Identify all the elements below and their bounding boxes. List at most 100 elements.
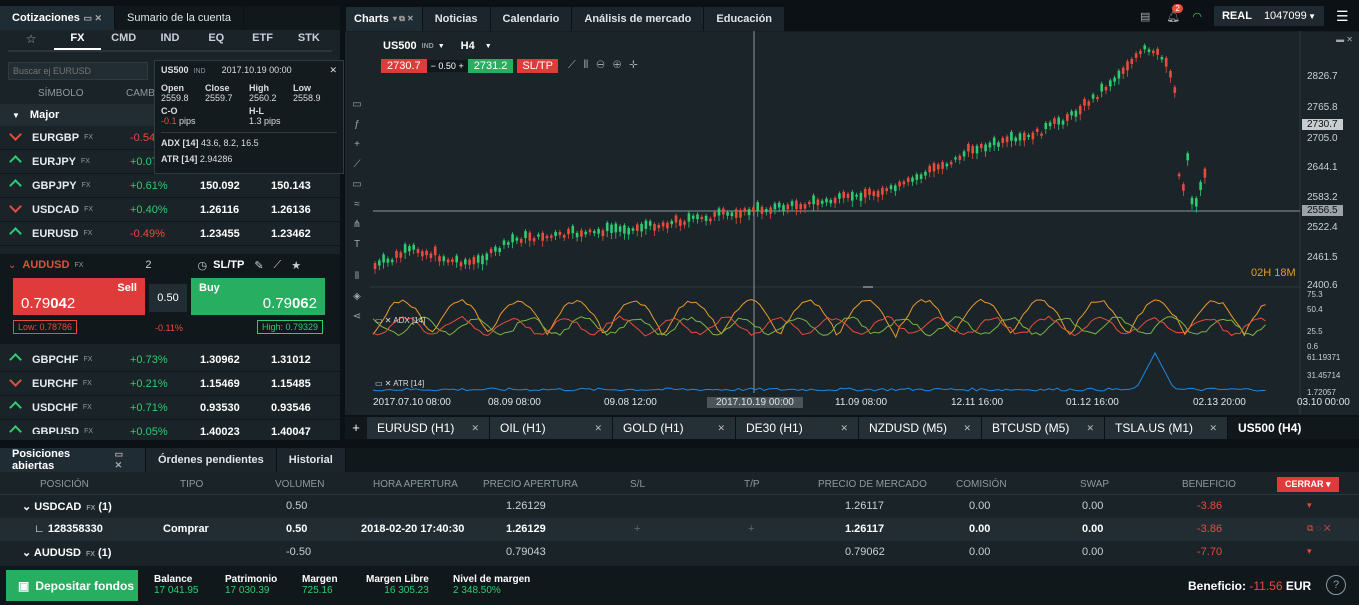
tab-open-positions[interactable]: Posiciones abiertas ▭ ✕ — [0, 448, 146, 472]
position-group-row[interactable]: ⌄ AUDUSD FX (1) -0.50 0.79043 0.79062 0.0… — [22, 546, 1312, 559]
tab-stk[interactable]: STK — [297, 32, 320, 44]
chart-tab[interactable]: TSLA.US (M1) ✕ — [1105, 417, 1228, 439]
menu-icon[interactable]: ☰ — [1335, 7, 1349, 24]
chart-tab[interactable]: US500 (H4) — [1228, 417, 1351, 439]
col-header[interactable]: S/L — [630, 479, 646, 490]
crosshair-icon[interactable]: + — [354, 139, 360, 150]
position-group-row[interactable]: ⌄ USDCAD FX (1) 0.50 1.26129 1.26117 0.00… — [22, 500, 1312, 513]
candle — [734, 209, 738, 218]
close-icon[interactable]: ✕ — [963, 422, 971, 433]
tab-charts[interactable]: Charts ▾ ⧉ ✕ — [346, 7, 423, 31]
lot-input[interactable]: − 0.50 + — [426, 59, 468, 72]
chart-sltp-button[interactable]: SL/TP — [517, 58, 558, 73]
close-icon[interactable]: ✕ — [717, 422, 725, 433]
close-icon[interactable]: ✕ — [329, 65, 337, 75]
chart-tab[interactable]: GOLD (H1) ✕ — [613, 417, 736, 439]
candle — [1126, 61, 1129, 71]
tab-ind[interactable]: IND — [160, 32, 180, 44]
chevron-down-icon[interactable]: ▾ — [1307, 546, 1312, 556]
chart-tab[interactable]: EURUSD (H1) ✕ — [367, 417, 490, 439]
close-all-button[interactable]: CERRAR ▾ — [1277, 477, 1339, 492]
chart-tab[interactable]: OIL (H1) ✕ — [490, 417, 613, 439]
chart-tab[interactable]: DE30 (H1) ✕ — [736, 417, 859, 439]
quote-row[interactable]: EURUSD FX -0.49% 1.23455 1.23462 — [0, 222, 340, 246]
ticket-symbol[interactable]: AUDUSD — [22, 259, 70, 271]
quote-row[interactable]: EURCHF FX +0.21% 1.15469 1.15485 — [0, 372, 340, 396]
close-icon[interactable]: ✕ — [840, 422, 848, 433]
star-icon[interactable]: ★ — [291, 259, 302, 272]
bell-icon[interactable]: 🔔︎ 2 — [1166, 3, 1183, 23]
sell-price: 0.79042 — [21, 295, 76, 312]
col-header[interactable]: T/P — [744, 479, 760, 490]
chart-area[interactable]: ▭ ƒ + ⟋ ▭ ≈ ⋔ T ⫴ ◈ ⋖ US500 IND ▼ H4 ▼ 2730.7 − 0.50 … — [345, 31, 1359, 415]
tab-eq[interactable]: EQ — [208, 32, 225, 44]
pitchfork-icon[interactable]: ⋔ — [352, 219, 362, 230]
price-chart[interactable] — [345, 31, 1359, 415]
function-icon[interactable]: ƒ — [354, 119, 360, 130]
search-input[interactable] — [8, 62, 148, 80]
clock-icon[interactable]: ◷ — [197, 259, 208, 272]
tab-pending-orders[interactable]: Órdenes pendientes — [146, 448, 277, 472]
col-header[interactable]: VOLUMEN — [275, 479, 325, 490]
add-chart-button[interactable]: + — [352, 420, 360, 435]
ticket-sltp[interactable]: SL/TP — [213, 259, 245, 271]
tab-history[interactable]: Historial — [276, 448, 346, 472]
share-icon[interactable]: ⋖ — [352, 311, 362, 322]
close-icon[interactable]: ✕ — [471, 422, 479, 433]
close-icon[interactable]: ⧉ ◌ ✕ — [1307, 523, 1331, 533]
close-icon[interactable]: ✕ — [1209, 422, 1217, 433]
help-icon[interactable]: ? — [1326, 575, 1346, 595]
rect-tool-icon[interactable]: ▭ — [352, 179, 362, 190]
col-header[interactable]: BENEFICIO — [1182, 479, 1236, 490]
fib-tool-icon[interactable]: ≈ — [354, 199, 360, 210]
quote-row[interactable]: USDCAD FX +0.40% 1.26116 1.26136 — [0, 198, 340, 222]
layers-icon[interactable]: ◈ — [353, 291, 361, 302]
tab-etf[interactable]: ETF — [252, 32, 273, 44]
window-icons[interactable]: ▬ ✕ — [1336, 35, 1353, 44]
tab-quotes[interactable]: Cotizaciones ▭ ✕ — [0, 6, 115, 30]
edit-icon[interactable]: ✎ — [254, 259, 264, 272]
quote-row[interactable]: GBPCHF FX +0.73% 1.30962 1.31012 — [0, 348, 340, 372]
text-tool-icon[interactable]: T — [353, 239, 361, 250]
col-header[interactable]: SWAP — [1080, 479, 1110, 490]
chart-tool-icons[interactable]: ⟋⫴⊖⊕✛ — [567, 59, 646, 71]
quote-row[interactable]: USDCHF FX +0.71% 0.93530 0.93546 — [0, 396, 340, 420]
col-header[interactable]: COMISIÓN — [956, 479, 1007, 490]
deposit-button[interactable]: ▣ Depositar fondos — [6, 570, 138, 601]
line-tool-icon[interactable]: ⟋ — [353, 159, 361, 170]
tab-news[interactable]: Noticias — [422, 7, 491, 31]
tab-favorites[interactable]: ☆ — [25, 32, 37, 46]
tab-calendar[interactable]: Calendario — [490, 7, 573, 31]
tab-market-analysis[interactable]: Análisis de mercado — [572, 7, 705, 31]
cursor-icon[interactable]: ▭ — [352, 99, 362, 110]
close-icon[interactable]: ✕ — [1086, 422, 1094, 433]
popout-icon[interactable]: ▭ ✕ — [83, 12, 102, 23]
tab-education[interactable]: Educación — [704, 7, 786, 31]
chart-tab[interactable]: NZDUSD (M5) ✕ — [859, 417, 982, 439]
quote-row[interactable]: GBPJPY FX +0.61% 150.092 150.143 — [0, 174, 340, 198]
chart-tab[interactable]: BTCUSD (M5) ✕ — [982, 417, 1105, 439]
chart-buy-button[interactable]: 2731.2 — [467, 58, 514, 73]
timeframe-select[interactable]: H4 — [460, 40, 475, 52]
candle-icon[interactable]: ⫴ — [354, 271, 360, 282]
position-row[interactable]: ∟ 128358330 Comprar 0.50 2018-02-20 17:4… — [0, 518, 1359, 541]
tab-account-summary[interactable]: Sumario de la cuenta — [115, 6, 244, 30]
chart-icon[interactable]: ⟋ — [273, 258, 282, 271]
col-header[interactable]: POSICIÓN — [40, 479, 89, 490]
tab-cmd[interactable]: CMD — [111, 32, 137, 44]
chevron-down-icon[interactable]: ▾ — [1307, 500, 1312, 510]
buy-button[interactable]: Buy 0.79062 — [191, 278, 325, 315]
chart-symbol[interactable]: US500 — [383, 40, 417, 52]
col-header[interactable]: HORA APERTURA — [373, 479, 458, 490]
layout-icon[interactable]: ▤ — [1140, 10, 1151, 23]
tab-fx[interactable]: FX — [54, 32, 101, 50]
col-header[interactable]: PRECIO DE MERCADO — [818, 479, 927, 490]
sell-button[interactable]: Sell 0.79042 — [13, 278, 145, 315]
account-selector[interactable]: REAL 1047099 ▼ — [1213, 6, 1324, 26]
quote-row[interactable]: GBPUSD FX +0.05% 1.40023 1.40047 — [0, 420, 340, 438]
close-icon[interactable]: ✕ — [594, 422, 602, 433]
col-header[interactable]: PRECIO APERTURA — [483, 479, 578, 490]
chart-sell-button[interactable]: 2730.7 — [381, 58, 427, 73]
col-header[interactable]: TIPO — [180, 479, 204, 490]
spread-box[interactable]: 0.50 — [149, 284, 187, 312]
